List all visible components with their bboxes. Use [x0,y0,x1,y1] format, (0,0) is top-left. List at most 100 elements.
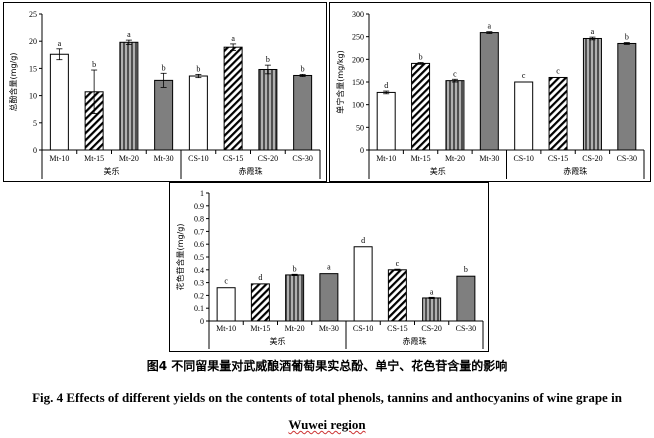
y-tick-label: 0.7 [194,227,204,236]
category-label: CS-15 [387,324,407,333]
bar [258,68,278,151]
category-label: CS-20 [258,154,278,163]
y-tick-label: 0.9 [194,202,204,211]
bar [119,41,139,151]
group-label: 美乐 [430,166,446,176]
significance-letter: a [430,287,434,296]
bar [548,76,568,151]
category-label: CS-30 [617,154,637,163]
category-label: CS-15 [223,154,243,163]
y-tick-label: 0.6 [194,240,204,249]
significance-letter: d [258,273,262,282]
significance-letter: a [58,39,62,48]
y-tick-label: 0 [33,146,37,155]
y-tick-label: 20 [29,37,37,46]
y-tick-label: 0 [200,317,204,326]
y-tick-label: 1 [200,189,204,198]
category-label: CS-20 [582,154,602,163]
category-label: CS-20 [421,324,441,333]
tannins-chart: 0 50 100 150 200 250 300 d Mt-10 b Mt-15 c Mt-20 a Mt-… [329,2,651,182]
y-tick-label: 0.5 [194,253,204,262]
y-tick-label: 10 [29,92,37,101]
caption-chinese: 图4 不同留果量对武威酿酒葡萄果实总酚、单宁、花色苷含量的影响 [146,359,508,373]
caption-english-line2: Wuwei region [288,417,366,432]
bar [154,79,174,151]
bar [422,297,442,322]
group-label: 赤霞珠 [403,336,427,346]
y-tick-label: 100 [352,101,364,110]
bar [617,42,637,151]
significance-letter: c [224,277,228,286]
significance-letter: b [196,64,200,73]
bar [250,283,270,322]
significance-letter: b [266,55,270,64]
bar [456,275,476,322]
category-label: Mt-30 [479,154,499,163]
bar [582,37,602,151]
significance-letter: d [384,81,388,90]
category-label: CS-10 [188,154,208,163]
category-label: CS-30 [456,324,476,333]
bar [479,32,499,151]
significance-letter: b [625,33,629,42]
category-label: Mt-10 [216,324,236,333]
category-label: Mt-30 [154,154,174,163]
significance-letter: b [293,264,297,273]
category-label: CS-10 [513,154,533,163]
y-tick-label: 150 [352,78,364,87]
y-tick-label: 0 [360,146,364,155]
significance-letter: c [453,69,457,78]
y-tick-label: 15 [29,64,37,73]
caption-english: Fig. 4 Effects of different yields on th… [0,384,654,438]
total-phenols-chart: 0 5 10 15 20 25 a Mt-10 b Mt-15 a Mt-20 b Mt-30 b CS-10… [3,2,327,182]
y-tick-label: 0.2 [194,291,204,300]
bar [387,269,407,322]
category-label: Mt-10 [376,154,396,163]
significance-letter: b [92,60,96,69]
category-label: Mt-15 [84,154,104,163]
category-label: Mt-30 [319,324,339,333]
category-label: Mt-20 [445,154,465,163]
bar [445,80,465,151]
significance-letter: b [419,53,423,62]
bar [216,287,236,322]
bar [223,46,243,151]
category-label: CS-30 [292,154,312,163]
y-axis-label: 花色苷含量(mg/g) [175,224,185,291]
y-tick-label: 0.3 [194,279,204,288]
significance-letter: d [361,236,365,245]
significance-letter: b [301,64,305,73]
category-label: CS-15 [548,154,568,163]
category-label: Mt-20 [119,154,139,163]
category-label: Mt-10 [49,154,69,163]
bar [188,75,208,151]
significance-letter: b [464,265,468,274]
category-label: Mt-15 [411,154,431,163]
group-label: 美乐 [104,166,120,176]
significance-letter: a [127,30,131,39]
y-tick-label: 0.4 [194,266,204,275]
anthocyanins-chart: 0 0.1 0.2 0.3 0.4 0.5 0.6 0.7 0.8 0.9 1 c Mt-10 d Mt-1… [169,182,489,352]
bar [49,53,69,151]
group-label: 美乐 [270,336,286,346]
y-tick-label: 0.8 [194,215,204,224]
y-tick-label: 5 [33,119,37,128]
y-tick-label: 200 [352,55,364,64]
group-label: 赤霞珠 [563,166,587,176]
group-label: 赤霞珠 [239,166,263,176]
significance-letter: c [556,66,560,75]
category-label: Mt-20 [285,324,305,333]
category-label: CS-10 [353,324,373,333]
y-tick-label: 50 [356,123,364,132]
significance-letter: a [231,34,235,43]
y-tick-label: 300 [352,10,364,19]
y-tick-label: 250 [352,33,364,42]
bar [353,246,373,322]
y-axis-label: 单宁含量(mg/kg) [335,50,345,114]
bar [411,62,431,151]
y-axis-label: 总酚含量(mg/g) [8,53,18,112]
significance-letter: b [162,63,166,72]
significance-letter: c [522,71,526,80]
caption-english-line1: Fig. 4 Effects of different yields on th… [32,390,622,405]
bar [376,91,396,151]
